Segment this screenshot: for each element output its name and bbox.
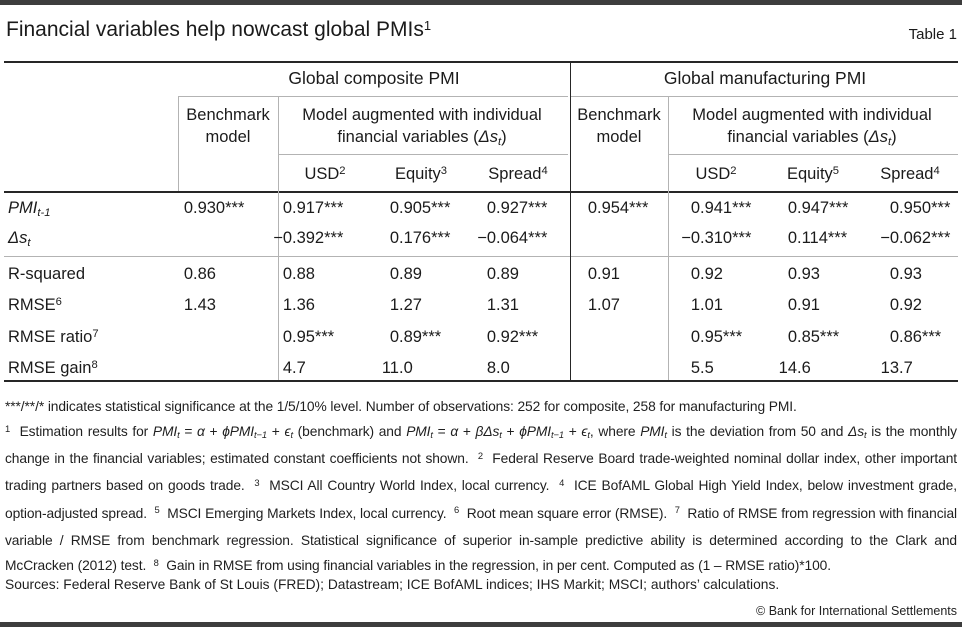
table-cell: −0.062*** bbox=[880, 229, 951, 247]
table-cell: 0.947*** bbox=[787, 199, 849, 217]
benchmark-header-right: Benchmark model bbox=[577, 106, 661, 146]
table-cell: −0.392*** bbox=[273, 229, 344, 247]
table-cell: 1.01 bbox=[690, 296, 723, 314]
table-cell: 13.7 bbox=[880, 359, 913, 377]
group-header-manufacturing: Global manufacturing PMI bbox=[663, 68, 867, 88]
row-label: RMSE6 bbox=[8, 295, 62, 314]
table-number-label: Table 1 bbox=[908, 26, 957, 43]
table-cell: 0.93 bbox=[787, 265, 820, 283]
rule-table-bottom bbox=[4, 380, 958, 382]
row-label: R-squared bbox=[8, 265, 86, 283]
table-cell: 0.954*** bbox=[587, 199, 649, 217]
table-cell: 0.92 bbox=[889, 296, 922, 314]
table-cell: −0.064*** bbox=[477, 229, 548, 247]
table-cell: 0.905*** bbox=[389, 199, 451, 217]
table-cell: 1.07 bbox=[587, 296, 620, 314]
rule-under-augmented-right bbox=[668, 154, 958, 155]
significance-note: ***/**/* indicates statistical significa… bbox=[5, 399, 797, 414]
rule-row-separator bbox=[4, 256, 958, 257]
table-cell: 0.93 bbox=[889, 265, 922, 283]
column-header-spread-left: Spread4 bbox=[488, 164, 548, 183]
table-cell: 0.88 bbox=[282, 265, 315, 283]
rule-under-manufacturing-header bbox=[570, 96, 958, 97]
table-cell: 0.91 bbox=[587, 265, 620, 283]
table-cell: 0.917*** bbox=[282, 199, 344, 217]
divider-benchmark-augmented-left bbox=[277, 96, 279, 380]
column-header-equity-left: Equity3 bbox=[394, 164, 448, 183]
group-header-composite: Global composite PMI bbox=[288, 68, 460, 88]
benchmark-header-left: Benchmark model bbox=[186, 106, 270, 146]
table-cell: 0.85*** bbox=[787, 328, 840, 346]
table-cell: 11.0 bbox=[381, 359, 413, 377]
table-cell: 0.950*** bbox=[889, 199, 951, 217]
column-header-spread-right: Spread4 bbox=[880, 164, 940, 183]
rule-under-composite-header bbox=[178, 96, 568, 97]
table-cell: 0.95*** bbox=[282, 328, 335, 346]
divider-benchmark-augmented-right bbox=[667, 96, 669, 380]
row-label: RMSE gain8 bbox=[8, 358, 98, 377]
page-title-footnote-ref: 1 bbox=[423, 18, 432, 34]
table-cell: 0.89*** bbox=[389, 328, 442, 346]
divider-stub-header bbox=[177, 96, 179, 191]
table-cell: 4.7 bbox=[282, 359, 306, 377]
table-cell: 1.27 bbox=[389, 296, 422, 314]
table-cell: 1.31 bbox=[486, 296, 519, 314]
table-cell: 0.89 bbox=[389, 265, 422, 283]
table-cell: 0.92 bbox=[690, 265, 723, 283]
table-cell: 0.86*** bbox=[889, 328, 942, 346]
table-cell: 0.95*** bbox=[690, 328, 743, 346]
table-cell: −0.310*** bbox=[681, 229, 752, 247]
table-cell: 1.43 bbox=[183, 296, 216, 314]
table-cell: 0.114*** bbox=[787, 229, 848, 247]
table-cell: 0.91 bbox=[787, 296, 820, 314]
row-label: RMSE ratio7 bbox=[8, 327, 99, 346]
table-cell: 5.5 bbox=[690, 359, 714, 377]
row-label: Δst bbox=[8, 229, 31, 249]
footnotes-paragraph: 1 Estimation results for PMIt = α + ϕPMI… bbox=[5, 423, 958, 574]
table-cell: 1.36 bbox=[282, 296, 315, 314]
augmented-header-left: Model augmented with individual financia… bbox=[302, 106, 542, 148]
table-cell: 0.176*** bbox=[389, 229, 451, 247]
table-cell: 8.0 bbox=[486, 359, 510, 377]
bottom-border-bar bbox=[0, 622, 962, 627]
table-cell: 0.941*** bbox=[690, 199, 752, 217]
column-header-equity-right: Equity5 bbox=[786, 164, 840, 183]
rule-header-bottom bbox=[4, 191, 958, 193]
column-header-usd-right: USD2 bbox=[695, 164, 737, 183]
table-cell: 0.930*** bbox=[183, 199, 245, 217]
row-label: PMIt-1 bbox=[8, 199, 51, 219]
table-cell: 0.927*** bbox=[486, 199, 548, 217]
rule-under-augmented-left bbox=[278, 154, 568, 155]
table-cell: 0.86 bbox=[183, 265, 216, 283]
page-title-text: Financial variables help nowcast global … bbox=[6, 18, 424, 41]
top-border-bar bbox=[0, 0, 962, 5]
rule-table-top bbox=[4, 61, 958, 63]
augmented-header-right: Model augmented with individual financia… bbox=[692, 106, 932, 148]
table-cell: 0.92*** bbox=[486, 328, 539, 346]
page-title: Financial variables help nowcast global … bbox=[6, 16, 431, 46]
divider-composite-manufacturing bbox=[569, 61, 571, 381]
sources-line: Sources: Federal Reserve Bank of St Loui… bbox=[5, 577, 780, 592]
table-cell: 14.6 bbox=[778, 359, 811, 377]
copyright-notice: © Bank for International Settlements bbox=[756, 604, 957, 618]
table-cell: 0.89 bbox=[486, 265, 519, 283]
column-header-usd-left: USD2 bbox=[304, 164, 346, 183]
